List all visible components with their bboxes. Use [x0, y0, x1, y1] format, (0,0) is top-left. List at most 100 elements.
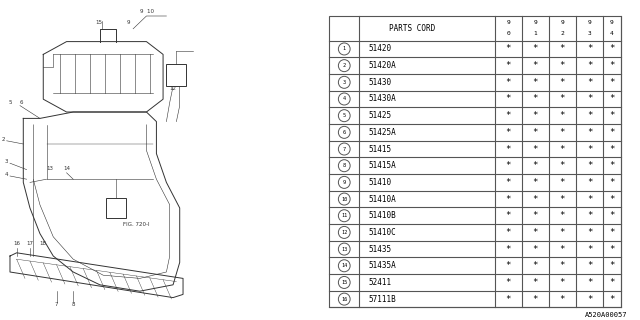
Text: *: * — [609, 145, 614, 154]
Text: 8: 8 — [72, 301, 75, 307]
Text: 13: 13 — [47, 166, 53, 171]
Text: 17: 17 — [26, 241, 33, 246]
Text: *: * — [559, 295, 565, 304]
Text: *: * — [532, 295, 538, 304]
Text: 18: 18 — [40, 241, 47, 246]
Text: *: * — [532, 94, 538, 103]
Text: *: * — [506, 228, 511, 237]
Text: *: * — [559, 211, 565, 220]
Text: 7: 7 — [342, 147, 346, 152]
Text: *: * — [506, 195, 511, 204]
Text: 52411: 52411 — [369, 278, 392, 287]
Text: *: * — [587, 111, 592, 120]
Text: *: * — [609, 178, 614, 187]
Text: 9: 9 — [588, 20, 591, 25]
Text: *: * — [506, 161, 511, 170]
Text: *: * — [587, 295, 592, 304]
Text: 9: 9 — [342, 180, 346, 185]
Text: *: * — [609, 195, 614, 204]
Text: *: * — [532, 211, 538, 220]
Text: 51420: 51420 — [369, 44, 392, 53]
Text: *: * — [532, 111, 538, 120]
Text: *: * — [532, 228, 538, 237]
Text: 15: 15 — [341, 280, 348, 285]
Text: 14: 14 — [63, 166, 70, 171]
Text: 9: 9 — [533, 20, 537, 25]
Text: 9: 9 — [126, 20, 130, 25]
Text: *: * — [559, 178, 565, 187]
Text: *: * — [587, 228, 592, 237]
Text: *: * — [559, 161, 565, 170]
Text: *: * — [609, 278, 614, 287]
Text: *: * — [532, 61, 538, 70]
Text: 3: 3 — [342, 80, 346, 85]
Text: *: * — [587, 94, 592, 103]
Text: *: * — [559, 244, 565, 253]
Text: 51425: 51425 — [369, 111, 392, 120]
Text: 51410A: 51410A — [369, 195, 396, 204]
Text: 6: 6 — [20, 100, 24, 105]
Text: 1: 1 — [342, 46, 346, 52]
Text: *: * — [587, 161, 592, 170]
Text: *: * — [506, 295, 511, 304]
Text: 12: 12 — [341, 230, 348, 235]
Text: *: * — [532, 244, 538, 253]
Text: 1: 1 — [533, 31, 537, 36]
Text: 11: 11 — [341, 213, 348, 218]
Text: *: * — [559, 278, 565, 287]
Text: *: * — [609, 295, 614, 304]
Text: A520A00057: A520A00057 — [585, 312, 627, 318]
Text: *: * — [587, 195, 592, 204]
Text: 3: 3 — [5, 159, 8, 164]
Text: 57111B: 57111B — [369, 295, 396, 304]
Text: 4: 4 — [610, 31, 614, 36]
Text: *: * — [609, 111, 614, 120]
Text: *: * — [609, 161, 614, 170]
Text: *: * — [587, 244, 592, 253]
Text: *: * — [609, 94, 614, 103]
Text: *: * — [532, 44, 538, 53]
Text: *: * — [506, 178, 511, 187]
Text: *: * — [609, 128, 614, 137]
Text: 9: 9 — [610, 20, 614, 25]
Text: 51415A: 51415A — [369, 161, 396, 170]
Text: *: * — [532, 261, 538, 270]
Text: *: * — [587, 78, 592, 87]
Text: 9: 9 — [561, 20, 564, 25]
Text: *: * — [587, 61, 592, 70]
Text: 7: 7 — [55, 301, 58, 307]
Text: 5: 5 — [342, 113, 346, 118]
Text: *: * — [506, 145, 511, 154]
Text: *: * — [506, 244, 511, 253]
Text: *: * — [532, 128, 538, 137]
Text: *: * — [532, 178, 538, 187]
Text: *: * — [559, 128, 565, 137]
Text: *: * — [587, 128, 592, 137]
Text: *: * — [609, 44, 614, 53]
Text: *: * — [559, 61, 565, 70]
Text: 9  10: 9 10 — [140, 9, 154, 14]
Text: 16: 16 — [13, 241, 20, 246]
Text: *: * — [532, 195, 538, 204]
Text: *: * — [587, 261, 592, 270]
Text: *: * — [532, 145, 538, 154]
Text: *: * — [609, 61, 614, 70]
Text: 4: 4 — [5, 172, 8, 177]
Text: 13: 13 — [341, 247, 348, 252]
Text: 51420A: 51420A — [369, 61, 396, 70]
Text: 2: 2 — [1, 137, 5, 142]
Text: 51435A: 51435A — [369, 261, 396, 270]
Text: 51410: 51410 — [369, 178, 392, 187]
Text: 51425A: 51425A — [369, 128, 396, 137]
Text: PARTS CORD: PARTS CORD — [389, 24, 435, 33]
Text: *: * — [506, 261, 511, 270]
Text: *: * — [532, 278, 538, 287]
Text: *: * — [559, 145, 565, 154]
Text: *: * — [506, 61, 511, 70]
Text: *: * — [506, 44, 511, 53]
Text: 0: 0 — [506, 31, 510, 36]
Text: 12: 12 — [170, 86, 177, 91]
Text: 14: 14 — [341, 263, 348, 268]
Text: *: * — [506, 278, 511, 287]
Text: *: * — [559, 261, 565, 270]
